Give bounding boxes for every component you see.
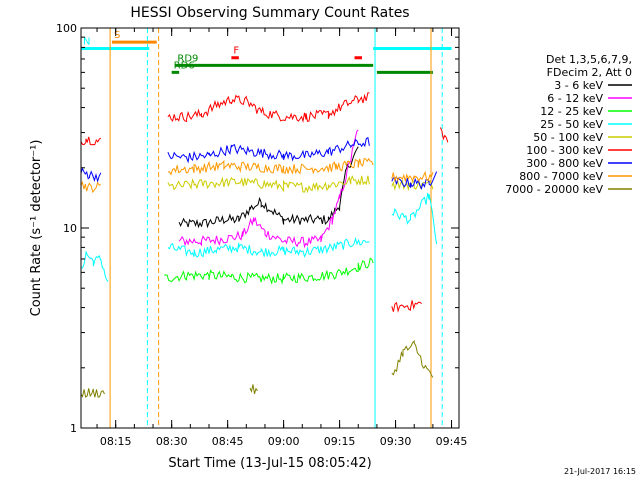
y-tick-label: 10: [63, 222, 77, 235]
y-tick-label: 1: [70, 422, 77, 435]
y-axis-ticks: 1 10 100: [56, 22, 459, 435]
x-tick-label: 08:15: [100, 435, 132, 448]
x-tick-label: 08:30: [156, 435, 188, 448]
x-tick-label: 09:00: [268, 435, 300, 448]
legend: Det 1,3,5,6,7,9,FDecim 2, Att 03 - 6 keV…: [505, 53, 632, 196]
series-line-100-300-kev: [80, 92, 449, 313]
footer-timestamp: 21-Jul-2017 16:15: [564, 467, 636, 476]
series-line-3-6-kev: [178, 146, 359, 229]
y-axis-label: Count Rate (s⁻¹ detector⁻¹): [29, 140, 44, 317]
legend-entry-6-12-kev: 6 - 12 keV: [547, 92, 603, 105]
series-line-25-50-kev: [80, 192, 438, 283]
legend-entry-100-300-kev: 100 - 300 keV: [526, 144, 603, 157]
x-tick-label: 09:30: [380, 435, 412, 448]
flag-label: N: [83, 36, 90, 47]
series-line-12-25-kev: [164, 257, 374, 285]
legend-entry-800-7000-kev: 800 - 7000 keV: [519, 170, 603, 183]
series-line-6-12-kev: [178, 129, 359, 249]
series-lines: [80, 92, 449, 398]
flag-label: RD6: [174, 60, 195, 71]
flag-label: S: [114, 30, 120, 41]
legend-header-line: Det 1,3,5,6,7,9,: [546, 53, 632, 66]
legend-entry-12-25-kev: 12 - 25 keV: [540, 105, 603, 118]
x-tick-label: 09:45: [436, 435, 468, 448]
flag-label: RD9: [177, 53, 198, 64]
legend-entry-300-800-kev: 300 - 800 keV: [526, 157, 603, 170]
legend-entry-3-6-kev: 3 - 6 keV: [554, 79, 603, 92]
x-tick-label: 09:15: [324, 435, 356, 448]
legend-entry-25-50-kev: 25 - 50 keV: [540, 118, 603, 131]
flag-label: F: [233, 46, 239, 57]
y-tick-label: 100: [56, 22, 77, 35]
legend-entry-7000-20000-kev: 7000 - 20000 keV: [505, 183, 603, 196]
series-line-800-7000-kev: [80, 157, 434, 194]
x-tick-label: 08:45: [212, 435, 244, 448]
legend-entry-50-100-kev: 50 - 100 keV: [533, 131, 603, 144]
series-line-7000-20000-kev: [80, 339, 434, 398]
x-axis-label: Start Time (13-Jul-15 08:05:42): [168, 456, 371, 471]
legend-header-line: FDecim 2, Att 0: [547, 66, 632, 79]
x-axis-ticks: 08:15 08:30 08:45 09:00 09:15 09:30 09:45: [96, 28, 468, 448]
chart-title: HESSI Observing Summary Count Rates: [130, 5, 409, 21]
series-line-300-800-kev: [80, 136, 438, 190]
